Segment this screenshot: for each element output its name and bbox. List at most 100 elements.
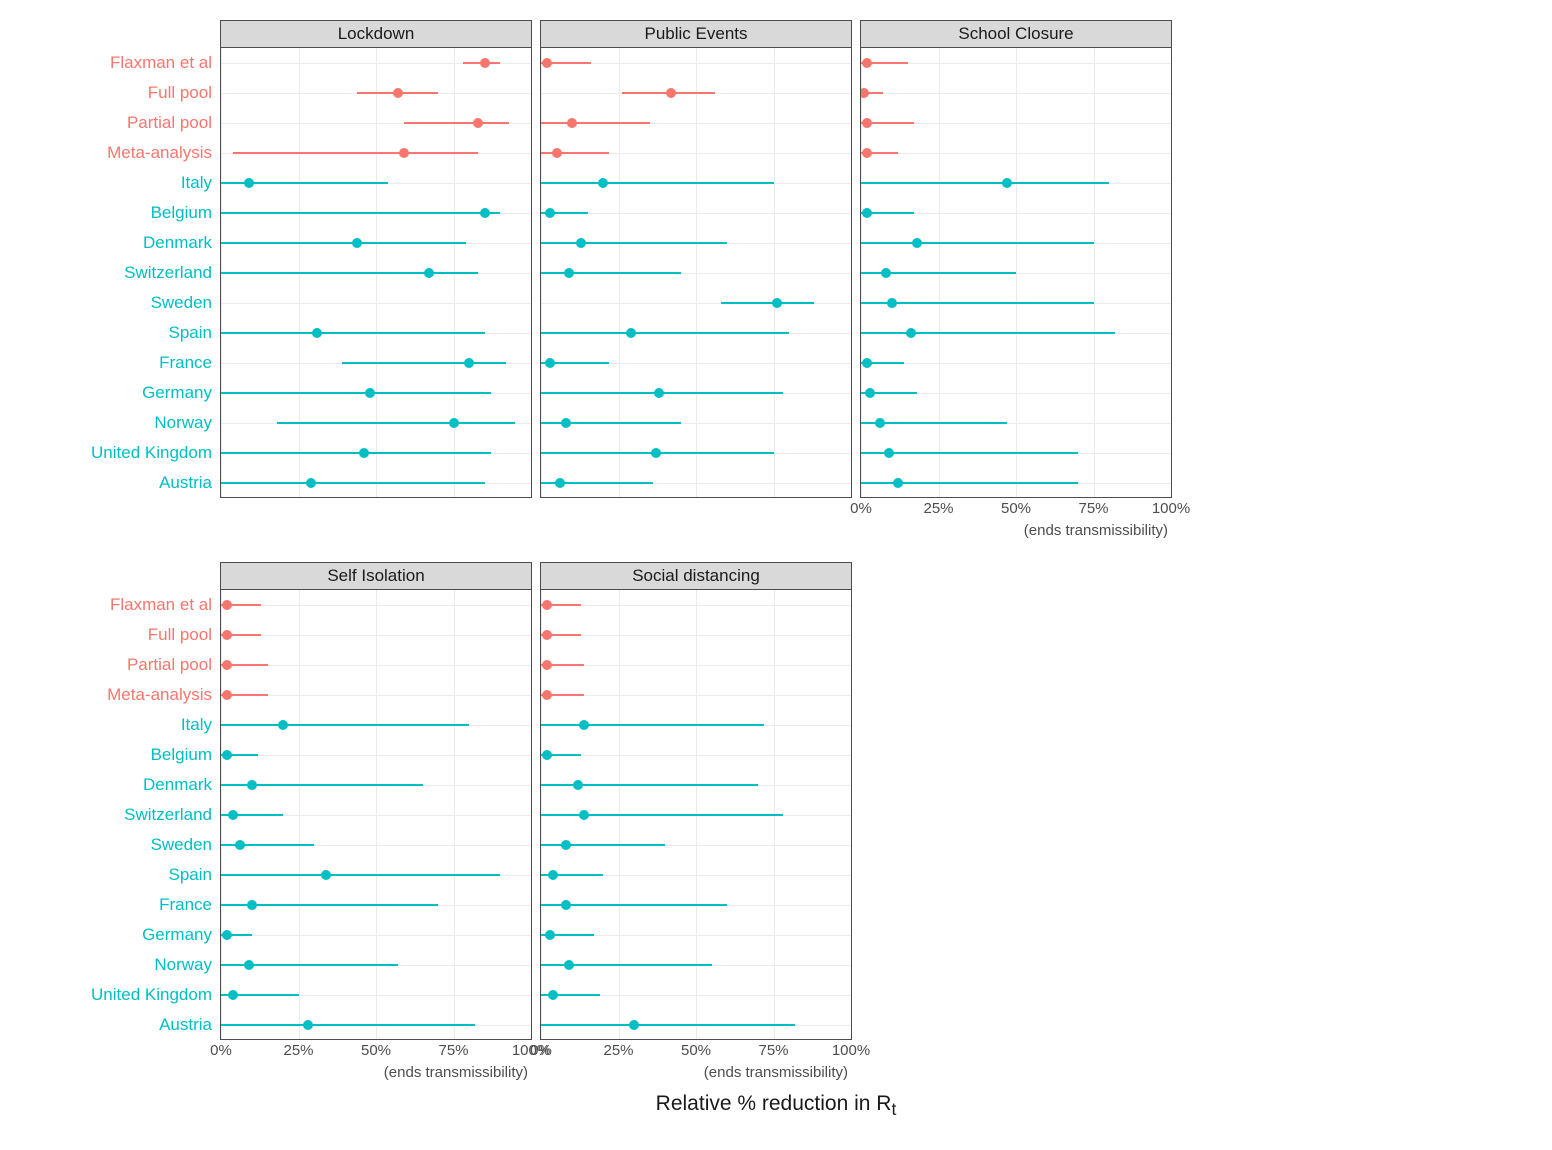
point-estimate [545, 358, 555, 368]
y-label: Italy [20, 710, 220, 740]
point-estimate [862, 358, 872, 368]
ci-bar [221, 242, 466, 244]
y-label: United Kingdom [20, 438, 220, 468]
ci-bar [541, 122, 650, 124]
x-tick-label: 50% [681, 1042, 711, 1059]
point-estimate [881, 268, 891, 278]
y-label: Partial pool [20, 108, 220, 138]
ci-bar [541, 242, 727, 244]
panel-self-isolation: Self Isolation 0%25%50%75%100% (ends tra… [220, 562, 532, 1086]
point-estimate [862, 58, 872, 68]
point-estimate [424, 268, 434, 278]
point-estimate [884, 448, 894, 458]
ci-bar [541, 182, 774, 184]
point-estimate [579, 810, 589, 820]
point-estimate [865, 388, 875, 398]
point-estimate [862, 208, 872, 218]
point-estimate [666, 88, 676, 98]
point-estimate [542, 750, 552, 760]
plot-area [220, 590, 532, 1040]
y-label: Spain [20, 860, 220, 890]
point-estimate [365, 388, 375, 398]
ci-bar [541, 844, 665, 846]
point-estimate [247, 780, 257, 790]
point-estimate [1002, 178, 1012, 188]
y-label: Switzerland [20, 800, 220, 830]
point-estimate [359, 448, 369, 458]
y-label: Norway [20, 408, 220, 438]
point-estimate [278, 720, 288, 730]
y-label: Belgium [20, 740, 220, 770]
x-tick-label: 25% [923, 500, 953, 517]
y-label: Flaxman et al [20, 48, 220, 78]
ci-bar [541, 724, 764, 726]
y-label: France [20, 890, 220, 920]
point-estimate [893, 478, 903, 488]
panel-public-events: Public Events [540, 20, 852, 498]
ci-bar [221, 392, 491, 394]
x-tick-label: 0% [210, 1042, 232, 1059]
panel-title: Lockdown [220, 20, 532, 48]
y-label: Belgium [20, 198, 220, 228]
x-tick-label: 50% [1001, 500, 1031, 517]
ci-bar [861, 332, 1115, 334]
ci-bar [221, 874, 500, 876]
point-estimate [303, 1020, 313, 1030]
plot-area [220, 48, 532, 498]
x-axis: 0%25%50%75%100% [540, 1040, 852, 1064]
point-estimate [545, 930, 555, 940]
point-estimate [772, 298, 782, 308]
y-label: Austria [20, 468, 220, 498]
y-label: United Kingdom [20, 980, 220, 1010]
x-axis-caption: (ends transmissibility) [220, 1064, 532, 1086]
point-estimate [887, 298, 897, 308]
panel-title: Public Events [540, 20, 852, 48]
point-estimate [548, 990, 558, 1000]
point-estimate [912, 238, 922, 248]
point-estimate [651, 448, 661, 458]
x-tick-label: 100% [832, 1042, 870, 1059]
ci-bar [221, 212, 500, 214]
point-estimate [561, 418, 571, 428]
x-axis: 0%25%50%75%100% [860, 498, 1172, 522]
point-estimate [222, 750, 232, 760]
point-estimate [564, 268, 574, 278]
ci-bar [541, 332, 789, 334]
point-estimate [306, 478, 316, 488]
x-axis-caption: (ends transmissibility) [540, 1064, 852, 1086]
point-estimate [449, 418, 459, 428]
point-estimate [399, 148, 409, 158]
point-estimate [235, 840, 245, 850]
point-estimate [564, 960, 574, 970]
point-estimate [464, 358, 474, 368]
point-estimate [244, 960, 254, 970]
y-label: Norway [20, 950, 220, 980]
x-tick-label: 75% [758, 1042, 788, 1059]
point-estimate [222, 690, 232, 700]
x-tick-label: 100% [1152, 500, 1190, 517]
point-estimate [312, 328, 322, 338]
plot-area [540, 48, 852, 498]
panel-title: School Closure [860, 20, 1172, 48]
point-estimate [222, 930, 232, 940]
panel-title: Social distancing [540, 562, 852, 590]
y-label: Germany [20, 378, 220, 408]
point-estimate [573, 780, 583, 790]
y-label: Austria [20, 1010, 220, 1040]
y-label: Denmark [20, 770, 220, 800]
x-tick-label: 25% [603, 1042, 633, 1059]
point-estimate [548, 870, 558, 880]
forest-plot-grid: Flaxman et alFull poolPartial poolMeta-a… [20, 20, 1532, 1120]
y-label: Italy [20, 168, 220, 198]
y-label: Denmark [20, 228, 220, 258]
ci-bar [541, 814, 783, 816]
point-estimate [555, 478, 565, 488]
point-estimate [480, 208, 490, 218]
ci-bar [221, 272, 478, 274]
ci-bar [861, 242, 1094, 244]
point-estimate [244, 178, 254, 188]
panel-lockdown: Lockdown [220, 20, 532, 498]
y-label: Sweden [20, 830, 220, 860]
x-tick-label: 75% [438, 1042, 468, 1059]
y-label: Switzerland [20, 258, 220, 288]
